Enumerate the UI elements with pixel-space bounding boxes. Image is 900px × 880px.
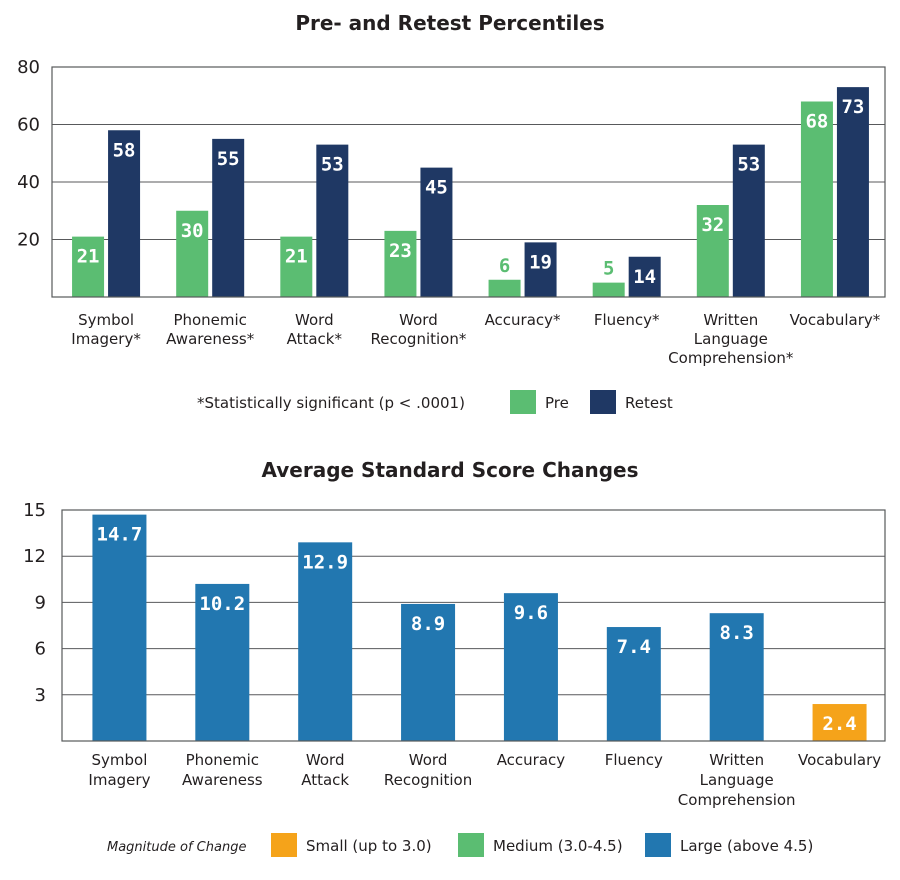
category-label-accuracy: Accuracy* xyxy=(485,311,561,329)
score-changes-chart: Average Standard Score Changes 14.710.21… xyxy=(23,458,886,857)
bar-pre-vocabulary xyxy=(800,101,833,297)
magnitude-legend-title: Magnitude of Change xyxy=(107,840,246,855)
category-label-phonemic-awareness: Phonemic Awareness* xyxy=(166,311,255,348)
legend-retest-label: Retest xyxy=(625,394,673,412)
legend-small-label: Small (up to 3.0) xyxy=(306,837,432,855)
chart2-title: Average Standard Score Changes xyxy=(261,458,638,482)
y-tick-label: 20 xyxy=(17,230,40,251)
chart2-category-labels: Symbol Imagery Phonemic Awareness Word Attack… xyxy=(88,751,881,809)
data-label-pre: 21 xyxy=(285,246,308,268)
category-label-written-language-comprehension: Written Language Comprehension* xyxy=(668,311,794,367)
bar-vocabulary xyxy=(812,704,867,741)
bar-pre-accuracy xyxy=(488,279,521,297)
data-label-retest: 45 xyxy=(425,177,448,199)
bar-retest-vocabulary xyxy=(836,87,869,297)
chart2-plot-frame xyxy=(61,509,886,742)
data-label-word-recognition: 8.9 xyxy=(411,613,445,635)
y-tick-label: 3 xyxy=(35,685,46,706)
data-label-retest: 53 xyxy=(321,154,344,176)
data-label-phonemic-awareness: 10.2 xyxy=(199,593,245,615)
y-tick-label: 40 xyxy=(17,172,40,193)
data-label-retest: 19 xyxy=(529,251,552,273)
category-label-word-attack: Word Attack* xyxy=(287,311,343,348)
data-label-fluency: 7.4 xyxy=(617,636,651,658)
bar-pre-written-language-comprehension xyxy=(696,205,729,297)
category-label-symbol-imagery: Symbol Imagery xyxy=(88,751,150,789)
category-label-symbol-imagery: Symbol Imagery* xyxy=(71,311,141,348)
data-label-pre: 68 xyxy=(805,111,828,133)
data-label-pre: 6 xyxy=(499,255,510,277)
data-label-retest: 14 xyxy=(633,266,656,288)
bar-accuracy xyxy=(503,593,558,741)
bar-retest-fluency xyxy=(628,256,661,297)
legend-pre-swatch xyxy=(510,390,536,414)
y-tick-label: 9 xyxy=(35,592,46,613)
significance-footnote: *Statistically significant (p < .0001) xyxy=(197,394,465,412)
category-label-word-recognition: Word Recognition xyxy=(384,751,472,789)
chart2-y-ticks: 3 6 9 12 15 xyxy=(23,500,46,706)
y-tick-label: 12 xyxy=(23,546,46,567)
chart2-bars: 14.7 10.2 12.9 8.9 9.6 7.4 8.3 2.4 xyxy=(92,514,867,741)
bar-word-attack xyxy=(298,542,353,741)
legend-pre-label: Pre xyxy=(545,394,569,412)
category-label-accuracy: Accuracy xyxy=(497,751,566,769)
bar-pre-word-recognition xyxy=(384,230,417,297)
bar-written-language-comprehension xyxy=(709,613,764,741)
data-label-pre: 23 xyxy=(389,240,412,262)
y-tick-label: 6 xyxy=(35,639,46,660)
category-label-fluency: Fluency* xyxy=(594,311,660,329)
data-label-accuracy: 9.6 xyxy=(514,602,548,624)
data-label-pre: 32 xyxy=(701,214,724,236)
chart1-plot-frame xyxy=(51,66,886,298)
bar-pre-symbol-imagery xyxy=(72,236,105,297)
category-label-word-attack: Word Attack xyxy=(301,751,349,789)
category-label-fluency: Fluency xyxy=(605,751,663,769)
bar-retest-written-language-comprehension xyxy=(732,144,765,297)
bar-pre-fluency xyxy=(592,282,625,297)
data-label-pre: 30 xyxy=(181,220,204,242)
category-label-vocabulary: Vocabulary* xyxy=(790,311,881,329)
legend-medium-swatch xyxy=(458,833,484,857)
y-tick-label: 80 xyxy=(17,57,40,78)
chart1-title: Pre- and Retest Percentiles xyxy=(295,11,604,35)
data-label-pre: 5 xyxy=(603,258,614,280)
category-label-vocabulary: Vocabulary xyxy=(798,751,881,769)
data-label-symbol-imagery: 14.7 xyxy=(97,524,143,546)
data-label-retest: 55 xyxy=(217,148,240,170)
data-label-retest: 53 xyxy=(737,154,760,176)
bar-phonemic-awareness xyxy=(195,583,250,741)
bar-retest-accuracy xyxy=(524,242,557,297)
data-label-retest: 73 xyxy=(841,96,864,118)
bar-retest-symbol-imagery xyxy=(108,130,141,297)
chart1-bars: 21 58 30 55 21 53 23 45 6 19 5 14 32 53 68 73 xyxy=(72,87,869,297)
y-tick-label: 60 xyxy=(17,115,40,136)
bar-symbol-imagery xyxy=(92,514,147,741)
bar-pre-phonemic-awareness xyxy=(176,210,209,297)
legend-retest-swatch xyxy=(590,390,616,414)
legend-medium-label: Medium (3.0-4.5) xyxy=(493,837,623,855)
bar-retest-word-recognition xyxy=(420,167,453,297)
magnitude-legend: Small (up to 3.0) Medium (3.0-4.5) Large (… xyxy=(271,833,813,857)
data-label-vocabulary: 2.4 xyxy=(822,713,856,735)
data-label-pre: 21 xyxy=(77,246,100,268)
percentiles-chart: Pre- and Retest Percentiles 215830552153… xyxy=(17,11,886,414)
bar-fluency xyxy=(606,627,661,741)
category-label-written-language-comprehension: Written Language Comprehension xyxy=(678,751,796,809)
bar-word-recognition xyxy=(401,603,456,741)
chart1-y-ticks: 20 40 60 80 xyxy=(17,57,40,251)
data-label-retest: 58 xyxy=(113,139,136,161)
bar-retest-phonemic-awareness xyxy=(212,138,245,297)
chart1-category-labels: Symbol Imagery* Phonemic Awareness* Word Atta… xyxy=(71,311,880,367)
bar-retest-word-attack xyxy=(316,144,349,297)
bar-pre-word-attack xyxy=(280,236,313,297)
y-tick-label: 15 xyxy=(23,500,46,521)
legend-large-label: Large (above 4.5) xyxy=(680,837,813,855)
category-label-word-recognition: Word Recognition* xyxy=(371,311,467,348)
category-label-phonemic-awareness: Phonemic Awareness xyxy=(182,751,263,789)
data-label-word-attack: 12.9 xyxy=(302,551,348,573)
legend-large-swatch xyxy=(645,833,671,857)
data-label-written-language-comprehension: 8.3 xyxy=(720,622,754,644)
legend-small-swatch xyxy=(271,833,297,857)
